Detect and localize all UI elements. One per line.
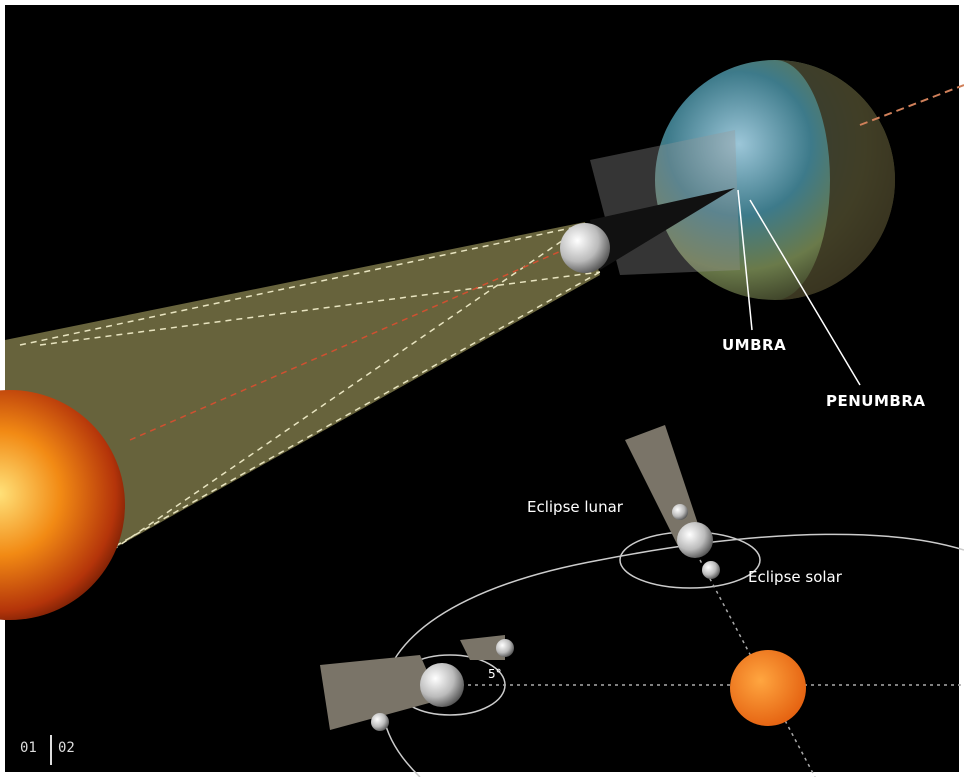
page-number[interactable]: 02 — [58, 740, 75, 756]
angle-label: 5° — [488, 667, 502, 681]
earth-small — [420, 663, 464, 707]
moon-small — [371, 713, 389, 731]
illustration: UMBRA PENUMBRA Eclipse lunar Eclipse sol… — [0, 0, 964, 777]
page-number[interactable]: 01 — [20, 740, 37, 756]
earth-small — [677, 522, 713, 558]
penumbra-label: PENUMBRA — [826, 392, 926, 410]
page: UMBRA PENUMBRA Eclipse lunar Eclipse sol… — [0, 0, 964, 777]
moon-small — [702, 561, 720, 579]
umbra-label: UMBRA — [722, 336, 786, 354]
sun-small — [730, 650, 806, 726]
eclipse-solar-label: Eclipse solar — [748, 568, 843, 586]
moon-small — [496, 639, 514, 657]
moon-small — [672, 504, 688, 520]
moon — [560, 223, 610, 273]
eclipse-lunar-label: Eclipse lunar — [527, 498, 624, 516]
